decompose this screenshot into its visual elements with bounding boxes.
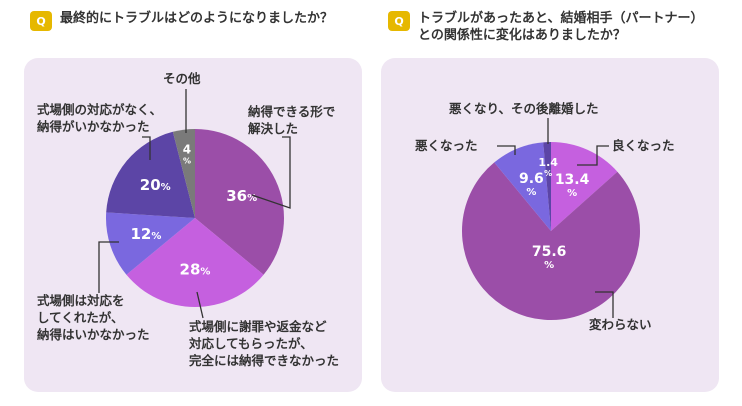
svg-text:9.6: 9.6 (519, 171, 544, 187)
chart2-slice-2 (494, 142, 551, 231)
chart2-label-divorced: 悪くなり、その後離婚した (449, 101, 599, 116)
svg-text:1.4: 1.4 (538, 156, 558, 169)
chart1-label-resolved: 納得できる形で 解決した (248, 104, 336, 136)
svg-text:28%: 28% (180, 261, 211, 279)
question-1-text: 最終的にトラブルはどのようになりましたか？ (60, 11, 334, 26)
chart1-label-other: その他 (163, 71, 201, 86)
chart1-value-label-0: 36% (226, 187, 257, 205)
chart1-slice-0 (195, 129, 284, 275)
chart2-label-improved: 良くなった (612, 138, 675, 153)
chart1-value-label-1: 28% (180, 261, 211, 279)
chart2-value-label-2: 9.6% (519, 171, 544, 198)
question-2-text: トラブルがあったあと、結婚相手（パートナー） との関係性に変化はありましたか？ (418, 10, 703, 44)
svg-text:75.6: 75.6 (532, 244, 567, 260)
svg-text:4: 4 (183, 142, 191, 156)
chart1-slice-4 (172, 129, 195, 218)
chart1-leader-line-3 (142, 136, 151, 160)
question-2: Q トラブルがあったあと、結婚相手（パートナー） との関係性に変化はありましたか… (388, 10, 703, 44)
q-badge-1: Q (30, 11, 52, 31)
chart1-leader-line-1 (196, 291, 204, 319)
chart2-leader-line-2 (497, 145, 516, 155)
chart2-value-label-1: 75.6% (532, 244, 567, 271)
svg-text:12%: 12% (130, 225, 161, 243)
svg-text:13.4: 13.4 (555, 172, 590, 188)
chart2-slice-0 (551, 142, 618, 231)
chart1-value-label-4: 4% (183, 142, 191, 165)
svg-text:20%: 20% (140, 176, 171, 194)
svg-text:%: % (183, 156, 191, 165)
chart2-label-unchanged: 変わらない (589, 317, 652, 332)
chart2-value-label-3: 1.4% (538, 156, 558, 178)
question-1: Q 最終的にトラブルはどのようになりましたか？ (30, 10, 333, 31)
chart2-leader-line-0 (577, 145, 609, 166)
chart1-value-label-2: 12% (130, 225, 161, 243)
chart2-slice-1 (461, 162, 640, 320)
svg-text:%: % (544, 260, 554, 271)
chart2-slice-3 (543, 142, 551, 231)
svg-text:36%: 36% (226, 187, 257, 205)
chart1-label-partially-compensated: 式場側に謝罪や返金など 対応してもらったが、 完全には納得できなかった (189, 319, 340, 368)
question-2-line-2: との関係性に変化はありましたか？ (418, 28, 626, 43)
chart1-leader-line-2 (98, 241, 119, 293)
chart1-value-label-3: 20% (140, 176, 171, 194)
chart1-slice-1 (126, 218, 264, 308)
question-2-line-1: トラブルがあったあと、結婚相手（パートナー） (418, 11, 704, 26)
svg-text:%: % (567, 188, 577, 199)
chart2-label-worsened: 悪くなった (415, 138, 478, 153)
q-badge-2: Q (388, 11, 410, 31)
chart1-label-no-response: 式場側の対応がなく、 納得がいかなかった (37, 102, 163, 134)
chart1-label-responded-unsatisfied: 式場側は対応を してくれたが、 納得はいかなかった (37, 293, 150, 342)
chart1-slice-2 (106, 212, 195, 275)
chart1-leader-line-0 (251, 136, 291, 209)
svg-text:%: % (544, 169, 552, 178)
chart1-slice-3 (106, 131, 195, 218)
svg-text:%: % (526, 187, 536, 198)
chart2-leader-line-1 (595, 291, 614, 318)
chart2-value-label-0: 13.4% (555, 172, 590, 199)
